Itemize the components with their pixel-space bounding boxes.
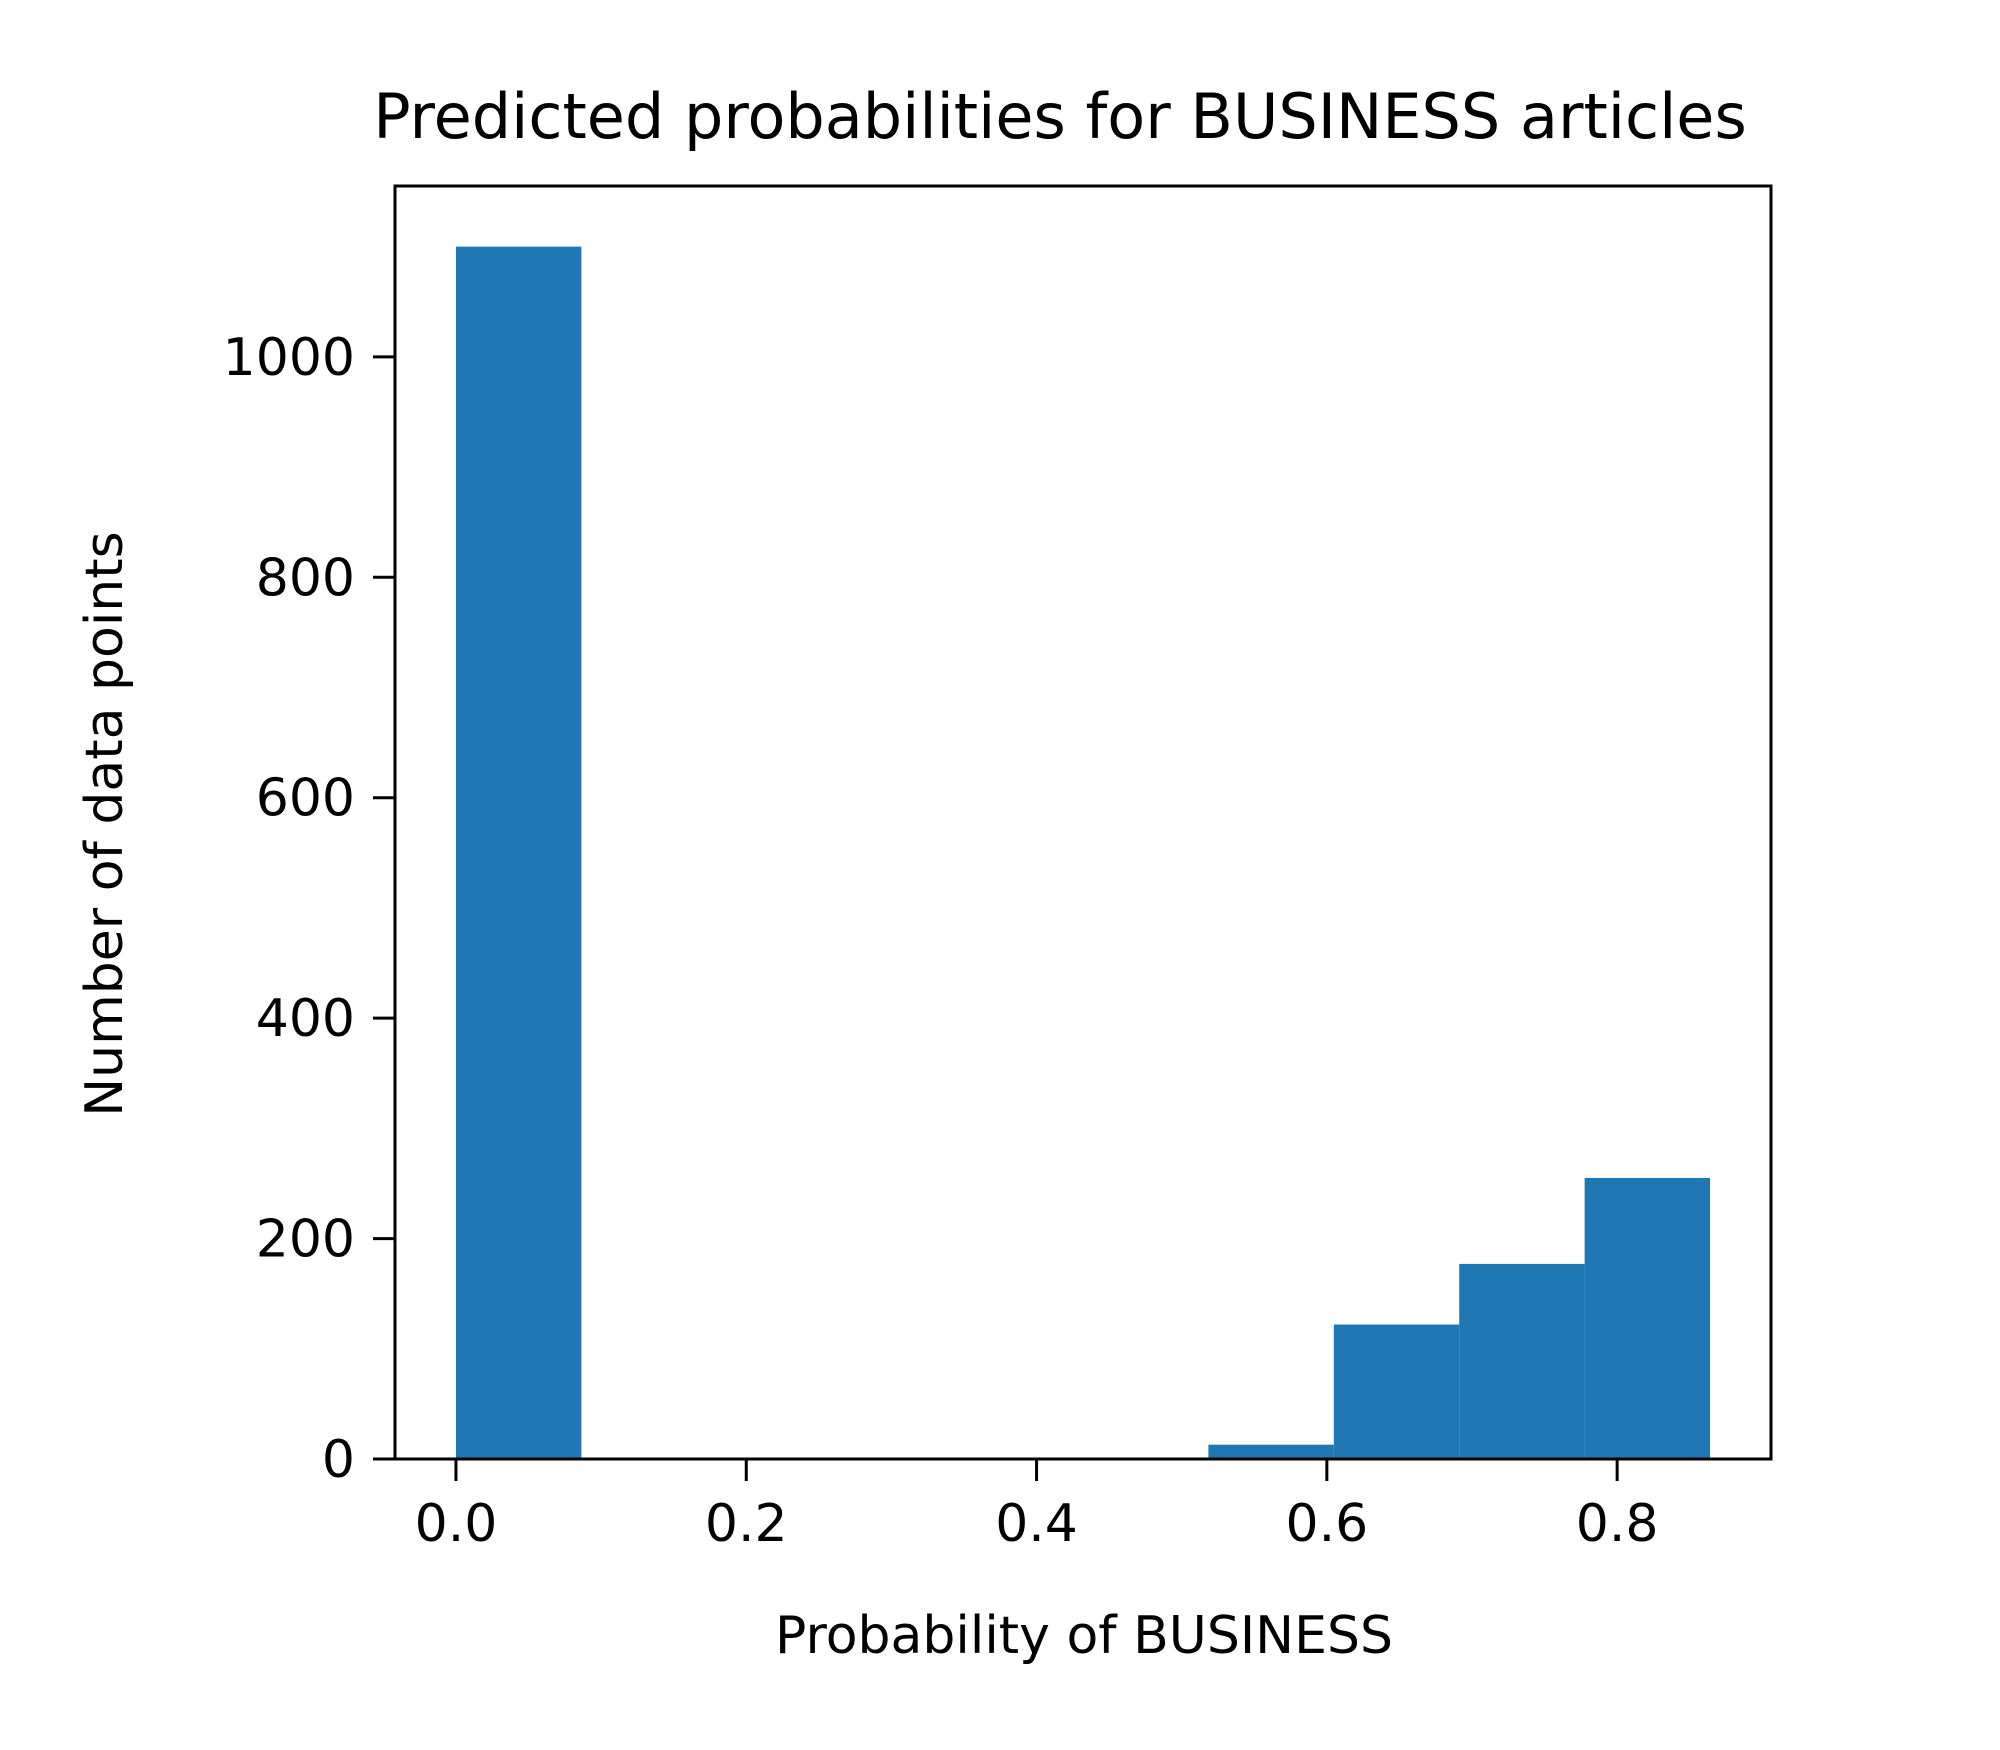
histogram-bar-7 [1333,1324,1460,1459]
y-axis-ticks: 0 200 400 600 800 1000 [223,328,395,1490]
y-axis-label: Number of data points [75,531,135,1116]
y-tick-label: 200 [256,1210,355,1270]
y-tick-label: 1000 [223,328,355,388]
chart-title: Predicted probabilities for BUSINESS art… [373,80,1747,153]
histogram-bar-8 [1459,1263,1585,1459]
histogram-bar-6 [1208,1444,1334,1459]
x-tick-label: 0.2 [705,1494,788,1554]
x-axis-ticks: 0.0 0.2 0.4 0.6 0.8 [415,1459,1659,1554]
y-tick-label: 0 [322,1430,355,1490]
x-tick-label: 0.4 [995,1494,1078,1554]
y-tick-label: 800 [256,548,355,608]
histogram-bar-0 [455,246,582,1460]
x-tick-label: 0.6 [1285,1494,1368,1554]
histogram-bar-9 [1584,1177,1711,1459]
x-tick-label: 0.8 [1576,1494,1659,1554]
x-axis-label: Probability of BUSINESS [775,1606,1393,1666]
x-tick-label: 0.0 [415,1494,498,1554]
y-tick-label: 400 [256,989,355,1049]
y-tick-label: 600 [256,769,355,829]
bars-group [455,246,1711,1460]
plot-frame [393,184,1773,1461]
